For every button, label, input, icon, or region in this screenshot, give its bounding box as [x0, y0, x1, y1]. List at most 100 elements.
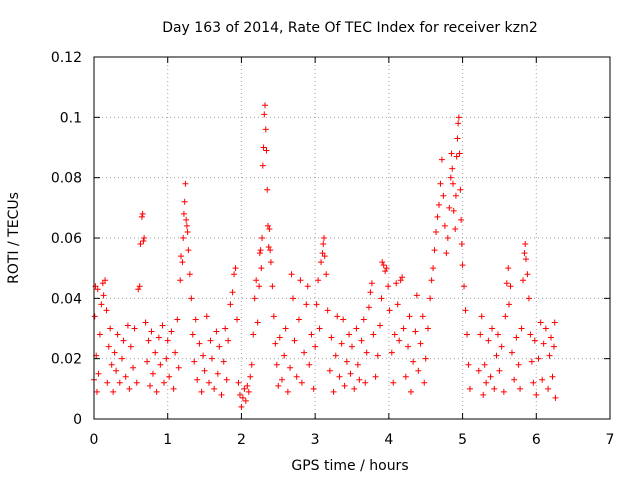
- data-point: [431, 247, 438, 254]
- data-point: [521, 250, 528, 257]
- data-point: [498, 343, 505, 350]
- data-point: [175, 364, 182, 371]
- data-point: [485, 337, 492, 344]
- data-point: [261, 111, 268, 118]
- data-point: [161, 379, 168, 386]
- data-point: [368, 280, 375, 287]
- data-point: [535, 355, 542, 362]
- data-point: [220, 358, 227, 365]
- data-point: [452, 225, 459, 232]
- x-tick-label: 4: [384, 432, 393, 448]
- data-point: [449, 180, 456, 187]
- data-point: [214, 370, 221, 377]
- data-point: [313, 301, 320, 308]
- data-point: [254, 319, 261, 326]
- data-point: [258, 265, 265, 272]
- data-point: [198, 388, 205, 395]
- data-point: [159, 322, 166, 329]
- data-point: [275, 382, 282, 389]
- data-point: [196, 340, 203, 347]
- data-point: [191, 358, 198, 365]
- data-point: [406, 313, 413, 320]
- data-point: [455, 114, 462, 121]
- data-point: [455, 120, 462, 127]
- data-point: [320, 241, 327, 248]
- x-tick-label: 7: [606, 432, 615, 448]
- data-point: [447, 174, 454, 181]
- data-point: [394, 301, 401, 308]
- data-point: [318, 259, 325, 266]
- data-point: [262, 126, 269, 133]
- data-point: [421, 379, 428, 386]
- data-point: [259, 162, 266, 169]
- data-point: [144, 358, 151, 365]
- data-point: [207, 337, 214, 344]
- data-point: [374, 352, 381, 359]
- x-tick-label: 0: [90, 432, 99, 448]
- data-point: [239, 394, 246, 401]
- data-point: [185, 247, 192, 254]
- data-point: [139, 210, 146, 217]
- data-point: [458, 241, 465, 248]
- data-point: [310, 385, 317, 392]
- data-point: [365, 304, 372, 311]
- data-point: [253, 277, 260, 284]
- data-point: [487, 373, 494, 380]
- data-point: [530, 379, 537, 386]
- data-point: [511, 376, 518, 383]
- data-point: [124, 322, 131, 329]
- data-point: [145, 337, 152, 344]
- data-point: [135, 286, 142, 293]
- data-point: [386, 307, 393, 314]
- data-point: [456, 150, 463, 157]
- data-point: [172, 349, 179, 356]
- data-point: [244, 382, 251, 389]
- data-point: [518, 325, 525, 332]
- y-tick-label: 0.02: [51, 352, 82, 368]
- data-point: [174, 316, 181, 323]
- data-point: [147, 382, 154, 389]
- data-point: [119, 355, 126, 362]
- data-point: [201, 367, 208, 374]
- data-point: [225, 337, 232, 344]
- data-point: [131, 325, 138, 332]
- data-point: [508, 349, 515, 356]
- data-point: [491, 385, 498, 392]
- y-tick-label: 0.06: [51, 231, 82, 247]
- data-point: [552, 394, 559, 401]
- data-point: [278, 376, 285, 383]
- data-point: [358, 337, 365, 344]
- data-point: [351, 385, 358, 392]
- data-point: [142, 319, 149, 326]
- data-point: [295, 316, 302, 323]
- data-point: [189, 331, 196, 338]
- data-point: [194, 376, 201, 383]
- data-point: [284, 388, 291, 395]
- data-point: [448, 150, 455, 157]
- x-tick-label: 3: [311, 432, 320, 448]
- y-tick-label: 0.08: [51, 171, 82, 187]
- data-point: [424, 325, 431, 332]
- data-point: [427, 295, 434, 302]
- data-point: [264, 222, 271, 229]
- data-point: [330, 388, 337, 395]
- data-point: [443, 250, 450, 257]
- data-point: [257, 247, 264, 254]
- data-point: [102, 277, 109, 284]
- data-point: [346, 331, 353, 338]
- data-point: [452, 192, 459, 199]
- data-point: [315, 277, 322, 284]
- data-point: [288, 271, 295, 278]
- data-point: [229, 289, 236, 296]
- data-point: [549, 373, 556, 380]
- data-point: [522, 256, 529, 263]
- data-point: [183, 216, 190, 223]
- data-point: [180, 210, 187, 217]
- y-tick-label: 0.1: [60, 110, 82, 126]
- data-point: [256, 250, 263, 257]
- chart-title: Day 163 of 2014, Rate Of TEC Index for r…: [162, 20, 538, 36]
- data-point: [437, 180, 444, 187]
- data-point: [347, 370, 354, 377]
- data-point: [334, 313, 341, 320]
